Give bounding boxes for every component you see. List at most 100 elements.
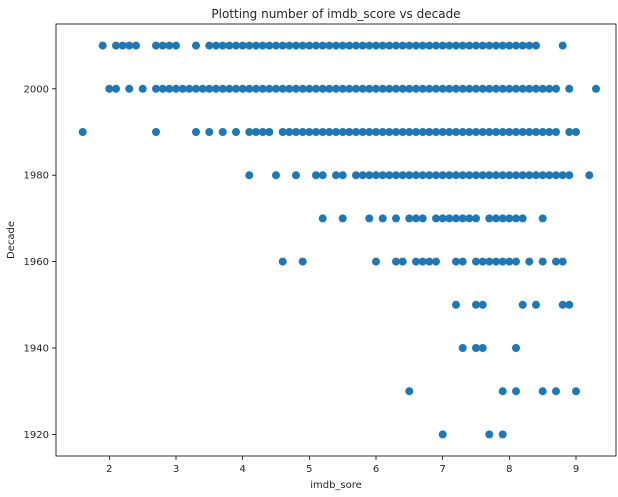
y-axis-label: Decade — [6, 221, 17, 259]
data-point — [498, 171, 507, 180]
data-point — [458, 41, 467, 50]
data-point — [252, 41, 260, 50]
data-point — [312, 128, 320, 136]
data-point — [245, 128, 254, 136]
data-point — [325, 84, 334, 93]
x-tick-label: 6 — [373, 464, 379, 475]
data-point — [565, 84, 574, 93]
data-point — [192, 128, 200, 136]
chart-title: Plotting number of imdb_score vs decade — [211, 7, 460, 21]
data-point — [285, 84, 294, 93]
data-point — [205, 84, 214, 93]
x-axis: 2 3 4 5 6 7 8 9 — [106, 456, 579, 475]
y-tick-label: 1920 — [24, 430, 49, 441]
data-point — [272, 84, 280, 93]
data-point — [418, 171, 427, 180]
data-point — [125, 41, 134, 50]
data-point — [225, 84, 234, 93]
data-point — [538, 128, 547, 136]
data-point — [558, 41, 567, 50]
data-point — [438, 84, 447, 93]
x-tick-label: 5 — [306, 464, 312, 475]
data-point — [512, 387, 520, 396]
data-point — [218, 41, 227, 50]
data-point — [452, 41, 460, 50]
data-point — [492, 128, 500, 136]
data-point — [365, 171, 374, 180]
data-point — [525, 84, 534, 93]
data-point — [378, 41, 387, 50]
data-point — [585, 171, 594, 180]
data-point — [332, 41, 340, 50]
data-point — [372, 84, 380, 93]
data-point — [332, 128, 340, 136]
data-point — [205, 41, 214, 50]
data-point — [558, 300, 567, 309]
data-point — [538, 214, 547, 223]
data-point — [478, 344, 487, 352]
data-point — [365, 84, 374, 93]
data-point — [218, 128, 227, 136]
data-point — [505, 41, 514, 50]
data-point — [592, 84, 600, 93]
data-point — [118, 41, 127, 50]
data-point — [485, 171, 494, 180]
data-point — [418, 41, 427, 50]
data-point — [498, 257, 507, 266]
data-point — [498, 128, 507, 136]
data-point — [432, 171, 440, 180]
data-point — [345, 41, 354, 50]
data-point — [438, 41, 447, 50]
data-point — [378, 171, 387, 180]
data-points — [78, 41, 600, 439]
data-point — [278, 257, 287, 266]
y-tick-label: 1980 — [24, 171, 49, 182]
data-point — [478, 257, 487, 266]
data-point — [78, 128, 87, 136]
data-point — [212, 41, 220, 50]
data-point — [445, 84, 454, 93]
data-point — [458, 84, 467, 93]
data-point — [512, 257, 520, 266]
data-point — [265, 128, 274, 136]
data-point — [225, 41, 234, 50]
data-point — [338, 171, 347, 180]
data-point — [485, 84, 494, 93]
data-point — [265, 41, 274, 50]
data-point — [505, 257, 514, 266]
data-point — [532, 41, 540, 50]
data-point — [445, 171, 454, 180]
data-point — [418, 257, 427, 266]
data-point — [192, 84, 200, 93]
data-point — [325, 128, 334, 136]
data-point — [512, 84, 520, 93]
data-point — [425, 41, 434, 50]
data-point — [392, 128, 400, 136]
data-point — [565, 300, 574, 309]
data-point — [485, 41, 494, 50]
data-point — [385, 84, 394, 93]
data-point — [292, 128, 300, 136]
data-point — [338, 41, 347, 50]
data-point — [338, 128, 347, 136]
data-point — [398, 257, 407, 266]
data-point — [298, 257, 307, 266]
data-point — [405, 41, 414, 50]
data-point — [298, 41, 307, 50]
data-point — [132, 41, 140, 50]
data-point — [318, 171, 327, 180]
data-point — [565, 128, 574, 136]
data-point — [152, 41, 160, 50]
data-point — [392, 257, 400, 266]
data-point — [312, 84, 320, 93]
data-point — [538, 257, 547, 266]
data-point — [498, 430, 507, 439]
data-point — [538, 387, 547, 396]
data-point — [485, 214, 494, 223]
data-point — [278, 84, 287, 93]
data-point — [112, 84, 120, 93]
y-tick-label: 1940 — [24, 344, 49, 355]
data-point — [572, 387, 580, 396]
data-point — [512, 171, 520, 180]
data-point — [492, 214, 500, 223]
